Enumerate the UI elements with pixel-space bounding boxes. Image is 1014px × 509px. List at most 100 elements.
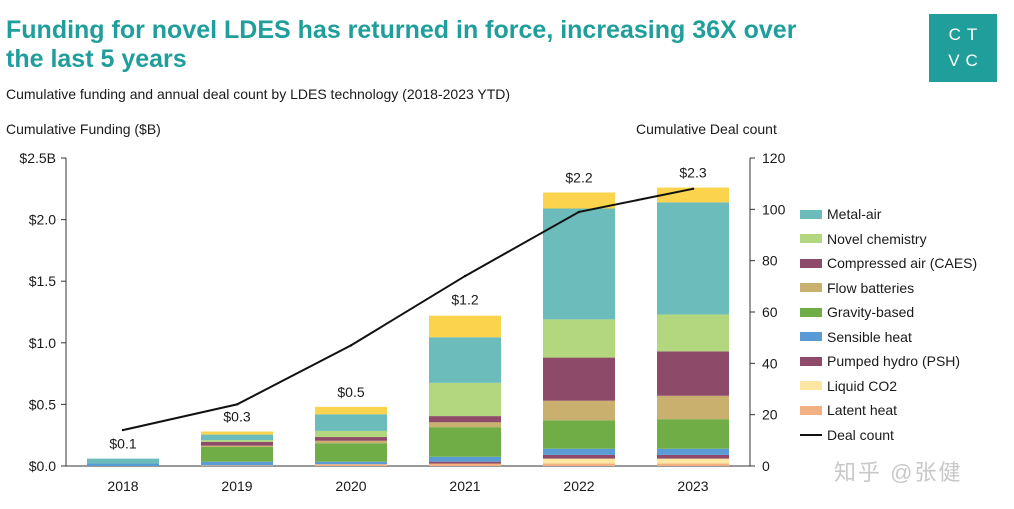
y-tick-label: $0.0 (29, 458, 56, 474)
bar-segment-fill-2020 (315, 406, 387, 415)
chart-subtitle: Cumulative funding and annual deal count… (6, 86, 511, 102)
deal-count-point-2021 (463, 274, 467, 278)
total-label-2019: $0.3 (223, 409, 250, 425)
legend-label: Sensible heat (827, 328, 912, 345)
total-label-2023: $2.3 (679, 165, 706, 181)
total-label-2018: $0.1 (109, 436, 136, 452)
bar-segment-compressed-air-caes--2022 (543, 357, 615, 401)
bar-segment-sensible-heat-2018 (87, 463, 159, 466)
bar-segment-flow-batteries-2021 (429, 422, 501, 428)
y2-tick-label: 0 (762, 458, 770, 474)
bar-segment-metal-air-2023 (657, 202, 729, 315)
legend-label: Latent heat (827, 402, 898, 419)
total-label-2022: $2.2 (565, 169, 592, 185)
legend-swatch (800, 356, 822, 366)
bar-segment-flow-batteries-2022 (543, 400, 615, 421)
bar-segment-novel-chemistry-2022 (543, 319, 615, 358)
legend-label: Metal-air (827, 206, 882, 223)
y2-axis-title: Cumulative Deal count (636, 121, 777, 137)
bar-segment-fill-2021 (429, 315, 501, 338)
bar-segment-sensible-heat-2019 (201, 461, 273, 466)
bar-segment-liquid-co2-2023 (657, 458, 729, 464)
legend-item-compressed-air-caes-: Compressed air (CAES) (800, 251, 977, 276)
bar-segment-fill-2022 (543, 192, 615, 209)
bar-segment-liquid-co2-2022 (543, 458, 615, 464)
bar-segment-pumped-hydro-psh--2023 (657, 454, 729, 459)
legend-swatch (800, 258, 822, 268)
logo-line-1: CT (948, 25, 984, 44)
bar-segment-metal-air-2021 (429, 337, 501, 383)
legend-swatch (800, 405, 822, 415)
total-label-2021: $1.2 (451, 291, 478, 307)
y-tick-label: $0.5 (29, 396, 56, 412)
y2-tick-label: 80 (762, 253, 778, 269)
legend-label: Gravity-based (827, 304, 915, 321)
bar-segment-fill-2019 (201, 431, 273, 435)
bar-segment-gravity-based-2020 (315, 443, 387, 462)
bar-segment-sensible-heat-2023 (657, 448, 729, 455)
bar-segment-pumped-hydro-psh--2022 (543, 454, 615, 459)
bar-segment-compressed-air-caes--2020 (315, 437, 387, 441)
y2-tick-label: 100 (762, 201, 786, 217)
bar-segment-metal-air-2022 (543, 208, 615, 320)
y-tick-label: $2.0 (29, 212, 56, 228)
legend-swatch (800, 209, 822, 219)
x-tick-label-2023: 2023 (677, 478, 708, 494)
bar-segment-latent-heat-2019 (201, 465, 273, 466)
watermark-text: 知乎 @张健 (834, 460, 963, 485)
ctvc-logo: CT VC (929, 14, 997, 82)
deal-count-line (122, 187, 694, 432)
legend-swatch (800, 234, 822, 244)
y2-tick-label: 20 (762, 407, 778, 423)
bar-segment-novel-chemistry-2020 (315, 430, 387, 438)
total-label-2020: $0.5 (337, 384, 364, 400)
bar-segment-gravity-based-2022 (543, 420, 615, 449)
y2-tick-label: 40 (762, 355, 778, 371)
bar-segment-novel-chemistry-2023 (657, 314, 729, 352)
bar-segment-compressed-air-caes--2021 (429, 416, 501, 423)
x-tick-label-2021: 2021 (449, 478, 480, 494)
y2-tick-label: 60 (762, 304, 778, 320)
bar-segment-gravity-based-2021 (429, 427, 501, 457)
legend-item-pumped-hydro-psh-: Pumped hydro (PSH) (800, 349, 977, 374)
deal-count-point-2023 (691, 187, 695, 190)
chart-legend: Metal-air Novel chemistry Compressed air (… (800, 202, 977, 447)
y-tick-label: $2.5B (19, 150, 56, 166)
x-tick-label-2019: 2019 (221, 478, 252, 494)
y2-tick-label: 120 (762, 150, 786, 166)
bar-segment-sensible-heat-2021 (429, 456, 501, 462)
legend-item-latent-heat: Latent heat (800, 398, 977, 423)
legend-item-flow-batteries: Flow batteries (800, 276, 977, 301)
legend-swatch (800, 433, 822, 436)
legend-item-gravity-based: Gravity-based (800, 300, 977, 325)
bar-segment-flow-batteries-2023 (657, 395, 729, 420)
y-axis-title: Cumulative Funding ($B) (6, 121, 161, 137)
deal-count-point-2020 (349, 344, 353, 347)
legend-item-metal-air: Metal-air (800, 202, 977, 227)
bar-segment-novel-chemistry-2021 (429, 382, 501, 417)
legend-swatch (800, 307, 822, 317)
legend-label: Novel chemistry (827, 230, 927, 247)
bar-segment-metal-air-2018 (87, 458, 159, 464)
deal-count-point-2018 (121, 428, 125, 432)
x-tick-label-2022: 2022 (563, 478, 594, 494)
bar-segment-latent-heat-2020 (315, 464, 387, 466)
legend-swatch (800, 332, 822, 342)
bar-segment-metal-air-2020 (315, 414, 387, 431)
bar-segment-gravity-based-2023 (657, 419, 729, 449)
bar-segment-sensible-heat-2020 (315, 461, 387, 465)
legend-label: Compressed air (CAES) (827, 255, 978, 272)
bar-segment-latent-heat-2022 (543, 463, 615, 466)
legend-swatch (800, 381, 822, 391)
bar-segment-flow-batteries-2019 (201, 445, 273, 447)
legend-item-sensible-heat: Sensible heat (800, 325, 977, 350)
bar-segment-flow-batteries-2020 (315, 440, 387, 444)
y-tick-label: $1.5 (29, 273, 56, 289)
bar-segment-latent-heat-2023 (657, 463, 729, 466)
legend-label: Pumped hydro (PSH) (827, 353, 961, 370)
legend-item-novel-chemistry: Novel chemistry (800, 227, 977, 252)
logo-line-2: VC (948, 51, 984, 70)
bar-segment-gravity-based-2019 (201, 446, 273, 462)
bar-segment-pumped-hydro-psh--2021 (429, 461, 501, 464)
